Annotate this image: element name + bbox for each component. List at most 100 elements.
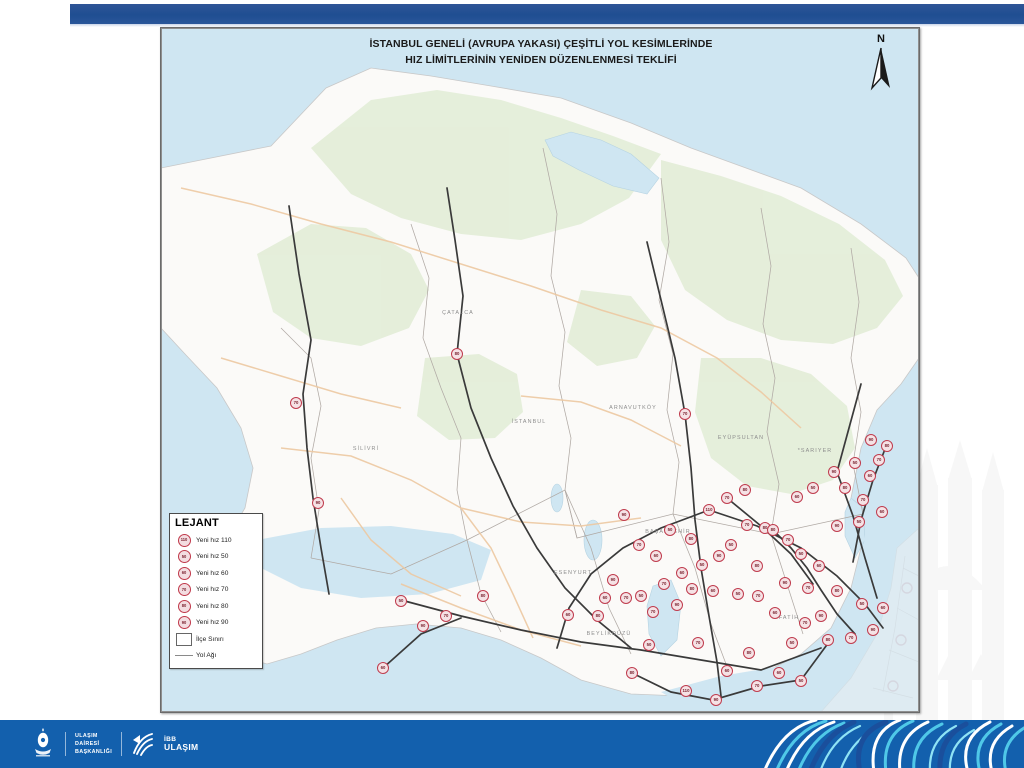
- speed-limit-marker[interactable]: 90: [671, 599, 683, 611]
- speed-limit-marker[interactable]: 50: [643, 639, 655, 651]
- speed-limit-marker[interactable]: 50: [786, 637, 798, 649]
- speed-limit-marker[interactable]: 60: [877, 602, 889, 614]
- speed-limit-marker[interactable]: 90: [779, 577, 791, 589]
- speed-limit-marker[interactable]: 60: [650, 550, 662, 562]
- road-line-swatch-icon: [174, 655, 194, 657]
- speed-limit-marker[interactable]: 90: [865, 434, 877, 446]
- speed-limit-marker[interactable]: 70: [782, 534, 794, 546]
- speed-limit-marker[interactable]: 60: [876, 506, 888, 518]
- speed-limit-marker[interactable]: 60: [813, 560, 825, 572]
- speed-limit-marker[interactable]: 70: [620, 592, 632, 604]
- speed-limit-marker[interactable]: 80: [685, 533, 697, 545]
- speed-limit-marker[interactable]: 80: [751, 560, 763, 572]
- speed-limit-marker[interactable]: 70: [692, 637, 704, 649]
- map-canvas[interactable]: ÇATALCA İSTANBUL SİLİVRİ ARNAVUTKÖY EYÜPSULT…: [161, 28, 919, 712]
- legend-item-label: İlçe Sınırı: [196, 635, 224, 643]
- district-label: İSTANBUL: [511, 419, 547, 425]
- speed-limit-marker[interactable]: 60: [562, 609, 574, 621]
- speed-limit-marker[interactable]: 70: [647, 606, 659, 618]
- speed-limit-marker[interactable]: 50: [853, 516, 865, 528]
- speed-limit-marker[interactable]: 60: [599, 592, 611, 604]
- speed-limit-marker[interactable]: 80: [592, 610, 604, 622]
- speed-limit-marker[interactable]: 80: [839, 482, 851, 494]
- speed-limit-marker[interactable]: 50: [795, 675, 807, 687]
- speed-limit-marker[interactable]: 60: [707, 585, 719, 597]
- speed-limit-marker[interactable]: 90: [312, 497, 324, 509]
- speed-limit-marker[interactable]: 80: [881, 440, 893, 452]
- speed-limit-marker[interactable]: 80: [822, 634, 834, 646]
- footer-fingerprint-pattern: [724, 720, 1024, 768]
- speed-limit-marker[interactable]: 90: [831, 520, 843, 532]
- speed-limit-sign-icon: 50: [174, 550, 194, 564]
- speed-limit-marker[interactable]: 70: [633, 539, 645, 551]
- speed-limit-marker[interactable]: 60: [791, 491, 803, 503]
- speed-limit-marker[interactable]: 50: [696, 559, 708, 571]
- speed-limit-marker[interactable]: 80: [739, 484, 751, 496]
- speed-limit-marker[interactable]: 60: [676, 567, 688, 579]
- speed-limit-marker[interactable]: 90: [815, 610, 827, 622]
- legend-item-label: Yeni hız 90: [196, 619, 229, 627]
- speed-limit-marker[interactable]: 60: [721, 665, 733, 677]
- speed-limit-marker[interactable]: 80: [767, 524, 779, 536]
- speed-limit-marker[interactable]: 50: [856, 598, 868, 610]
- district-label: ARNAVUTKÖY: [609, 405, 657, 411]
- ulasim-line-3: BAŞKANLIĞI: [75, 749, 113, 756]
- speed-limit-marker[interactable]: 70: [721, 492, 733, 504]
- speed-limit-marker[interactable]: 90: [607, 574, 619, 586]
- ibb-ulasim-wordmark: İBB ULAŞIM: [164, 736, 198, 752]
- speed-limit-marker[interactable]: 50: [395, 595, 407, 607]
- speed-limit-marker[interactable]: 70: [658, 578, 670, 590]
- speed-limit-marker[interactable]: 80: [477, 590, 489, 602]
- ulasim-daire-text: ULAŞIM DAİRESİ BAŞKANLIĞI: [75, 732, 112, 756]
- speed-limit-marker[interactable]: 90: [713, 550, 725, 562]
- speed-limit-marker[interactable]: 70: [873, 454, 885, 466]
- speed-limit-marker[interactable]: 70: [440, 610, 452, 622]
- speed-limit-marker[interactable]: 80: [831, 585, 843, 597]
- ulasim-line-1: ULAŞIM: [75, 732, 98, 739]
- speed-limit-marker[interactable]: 80: [626, 667, 638, 679]
- map-title-line-1: İSTANBUL GENELİ (AVRUPA YAKASI) ÇEŞİTLİ …: [369, 38, 713, 50]
- speed-limit-marker[interactable]: 50: [732, 588, 744, 600]
- speed-limit-marker[interactable]: 50: [795, 548, 807, 560]
- district-label: FATİH: [778, 615, 800, 621]
- speed-limit-marker[interactable]: 50: [807, 482, 819, 494]
- speed-limit-marker[interactable]: 80: [451, 348, 463, 360]
- speed-limit-marker[interactable]: 70: [752, 590, 764, 602]
- speed-limit-marker[interactable]: 70: [857, 494, 869, 506]
- speed-limit-marker[interactable]: 110: [680, 685, 692, 697]
- map-legend[interactable]: LEJANT 110 Yeni hız 110 50 Yeni hız 50 60 Yen…: [169, 513, 263, 669]
- speed-limit-marker[interactable]: 90: [710, 694, 722, 706]
- speed-limit-marker[interactable]: 80: [686, 583, 698, 595]
- speed-limit-sign-icon: 60: [174, 566, 194, 580]
- legend-item-speed-70: 70 Yeni hız 70: [174, 582, 258, 599]
- speed-limit-marker[interactable]: 110: [703, 504, 715, 516]
- speed-limit-marker[interactable]: 70: [751, 680, 763, 692]
- speed-sign-value: 60: [177, 566, 191, 580]
- speed-limit-marker[interactable]: 90: [618, 509, 630, 521]
- speed-limit-marker[interactable]: 90: [867, 624, 879, 636]
- legend-items: 110 Yeni hız 110 50 Yeni hız 50 60 Yeni hız 6…: [174, 532, 258, 664]
- speed-limit-marker[interactable]: 70: [679, 408, 691, 420]
- speed-limit-marker[interactable]: 70: [799, 617, 811, 629]
- speed-limit-marker[interactable]: 70: [845, 632, 857, 644]
- speed-limit-marker[interactable]: 50: [725, 539, 737, 551]
- speed-limit-marker[interactable]: 70: [802, 582, 814, 594]
- speed-limit-marker[interactable]: 90: [417, 620, 429, 632]
- speed-limit-marker[interactable]: 60: [377, 662, 389, 674]
- map-figure[interactable]: ÇATALCA İSTANBUL SİLİVRİ ARNAVUTKÖY EYÜPSULT…: [160, 27, 920, 713]
- speed-limit-marker[interactable]: 50: [635, 590, 647, 602]
- speed-limit-marker[interactable]: 50: [664, 524, 676, 536]
- map-title: İSTANBUL GENELİ (AVRUPA YAKASI) ÇEŞİTLİ …: [301, 36, 781, 69]
- speed-limit-marker[interactable]: 60: [769, 607, 781, 619]
- speed-limit-marker[interactable]: 70: [741, 519, 753, 531]
- district-label: EYÜPSULTAN: [717, 435, 765, 441]
- speed-limit-marker[interactable]: 60: [773, 667, 785, 679]
- speed-limit-marker[interactable]: 70: [290, 397, 302, 409]
- speed-limit-marker[interactable]: 50: [849, 457, 861, 469]
- speed-limit-marker[interactable]: 60: [864, 470, 876, 482]
- speed-limit-marker[interactable]: 80: [743, 647, 755, 659]
- speed-limit-marker[interactable]: 90: [828, 466, 840, 478]
- legend-item-speed-80: 80 Yeni hız 80: [174, 598, 258, 615]
- legend-item-label: Yeni hız 50: [196, 553, 229, 561]
- legend-item-line-swatch: Yol Ağı: [174, 648, 258, 665]
